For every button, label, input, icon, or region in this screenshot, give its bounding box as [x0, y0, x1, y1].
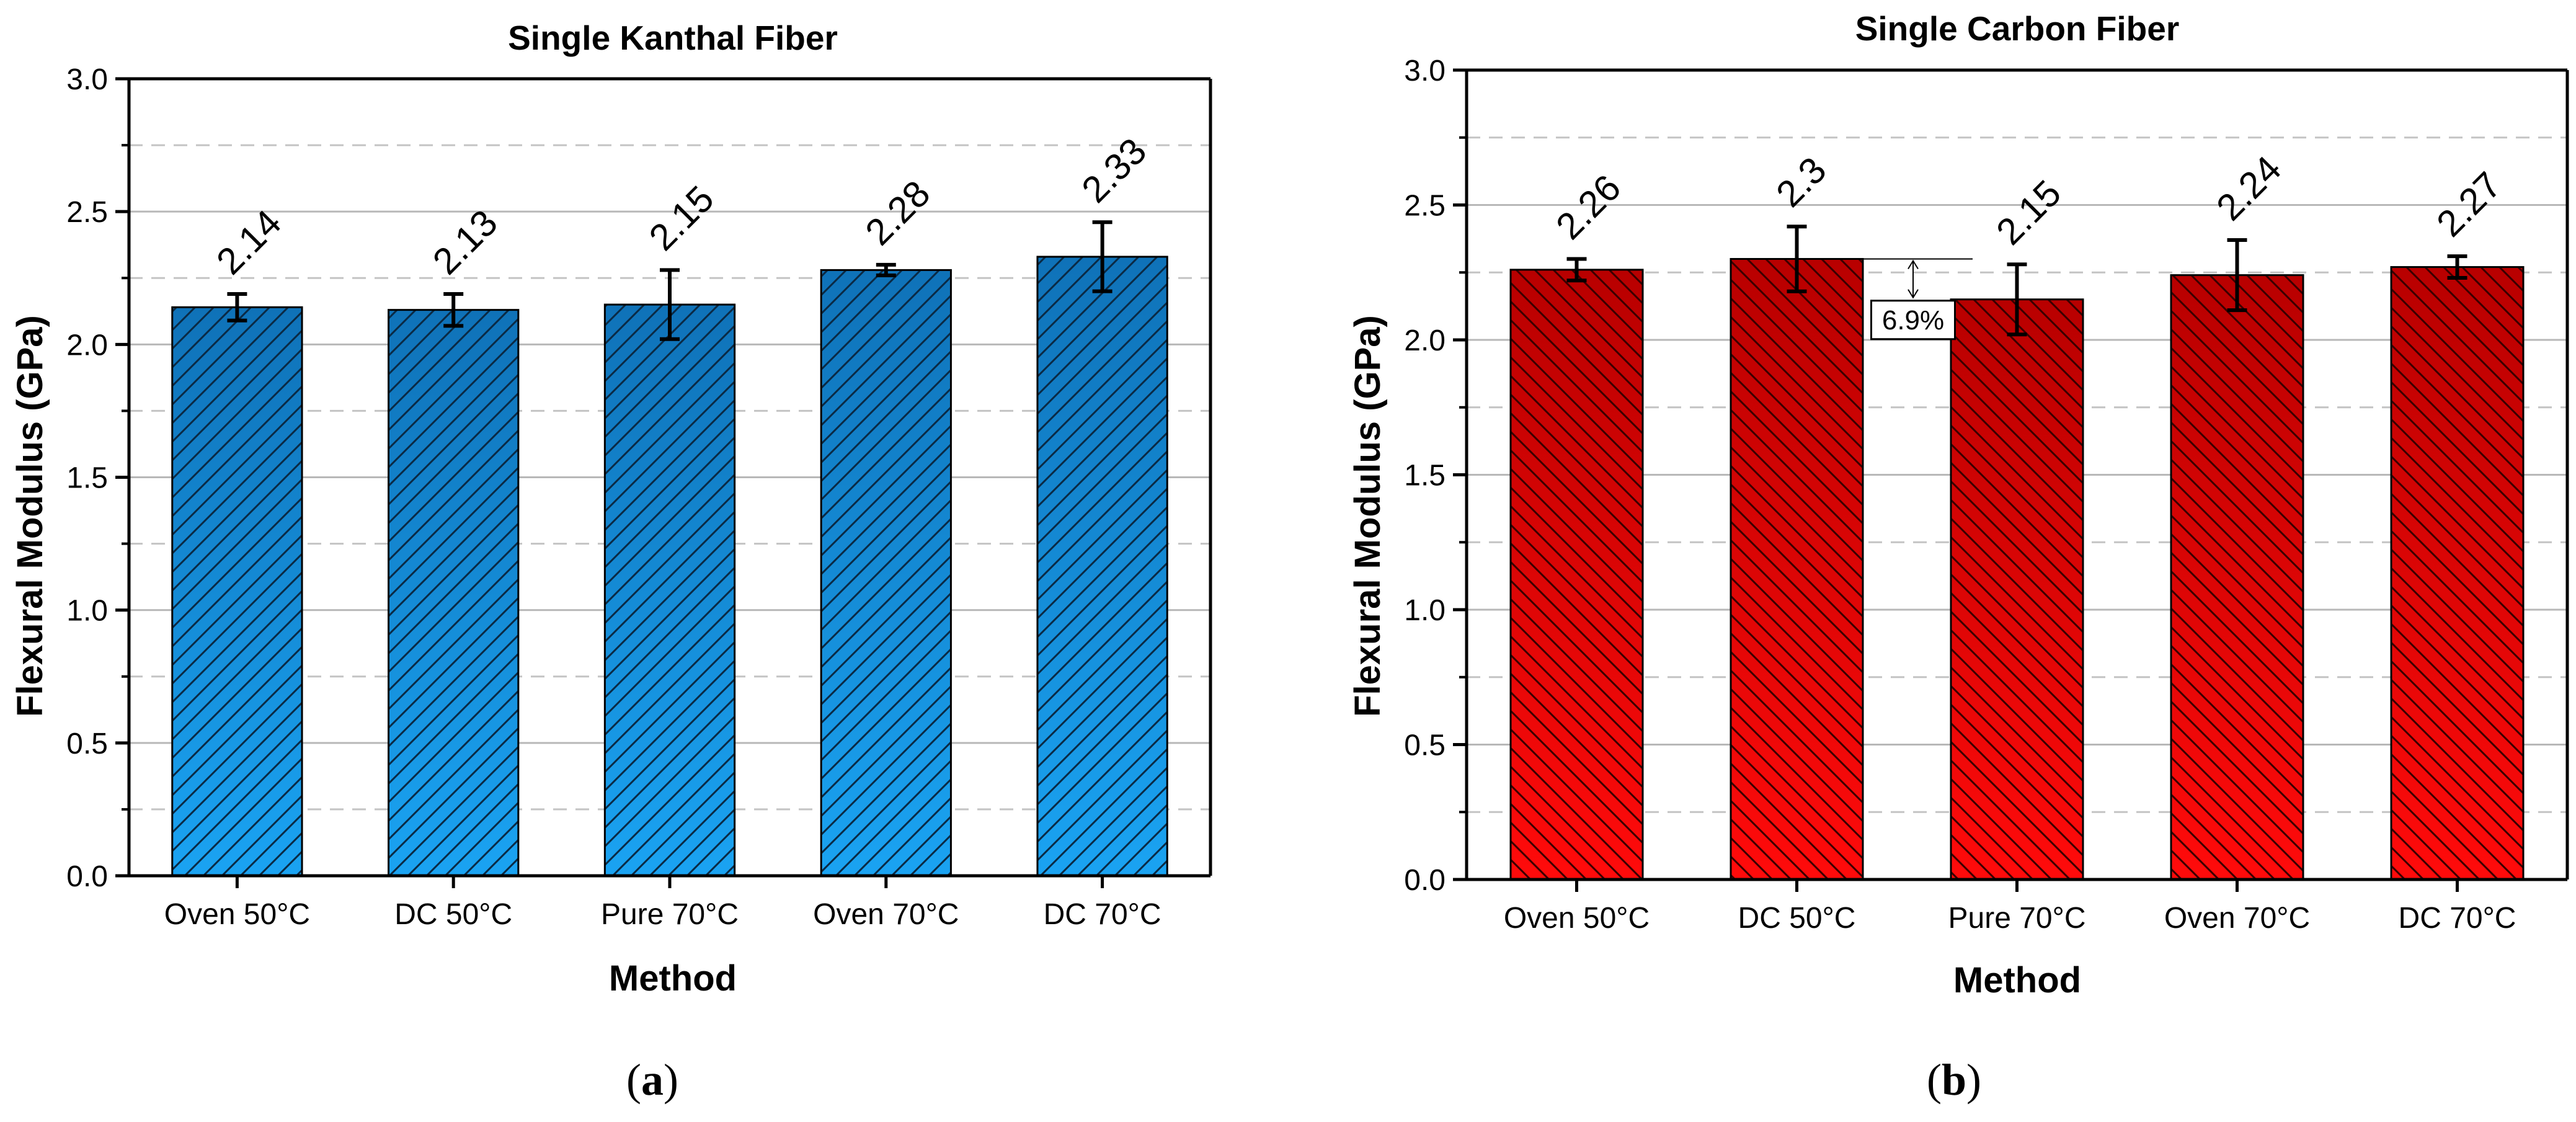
chart-panel-a: Single Kanthal Fiber 2.14 2.13 2.15 2.28 2.3…	[10, 19, 1212, 1105]
bar-hatch	[820, 269, 952, 877]
data-label: 2.15	[641, 178, 722, 259]
bar-hatch	[1036, 256, 1168, 877]
panel-label-a-letter: a	[641, 1055, 664, 1105]
bar-hatch	[603, 303, 736, 877]
y-tick-label: 0.0	[66, 860, 108, 893]
x-tick-label: DC 70°C	[1044, 898, 1161, 931]
chart-b-title: Single Carbon Fiber	[1855, 9, 2180, 48]
panel-label-b-letter: b	[1942, 1055, 1966, 1105]
x-tick-label: DC 50°C	[1738, 902, 1856, 935]
chart-a-y-axis-label: Flexural Modulus (GPa)	[10, 315, 50, 717]
bar-hatch	[2390, 266, 2525, 881]
x-tick-label: Oven 70°C	[813, 898, 959, 931]
x-tick-label: Oven 70°C	[2164, 902, 2310, 935]
chart-b-y-axis-label: Flexural Modulus (GPa)	[1348, 315, 1388, 717]
data-label: 2.15	[1988, 172, 2069, 252]
bar-hatch	[171, 306, 303, 877]
data-label: 2.26	[1548, 167, 1628, 247]
bar-hatch	[1730, 258, 1864, 881]
chart-a-bars: 2.14 2.13 2.15 2.28 2.33	[171, 130, 1168, 877]
y-tick-label: 1.0	[66, 595, 108, 628]
x-tick-label: Pure 70°C	[601, 898, 739, 931]
annotation-text: 6.9%	[1882, 305, 1944, 336]
bar-hatch	[388, 309, 520, 877]
data-label: 2.24	[2208, 148, 2289, 228]
panel-label-b: (b)	[1927, 1055, 1981, 1105]
annotation-arrowhead-down	[1908, 289, 1919, 299]
chart-b-annotation: 6.9%	[1863, 258, 1973, 341]
panel-label-a: (a)	[626, 1055, 678, 1105]
y-tick-label: 1.0	[1404, 594, 1446, 627]
chart-a-axes: 0.0 0.5 1.0 1.5 2.0 2.5 3.0 Oven 50°C DC 50°C Pur…	[66, 63, 1212, 931]
y-tick-label: 2.5	[1404, 190, 1446, 223]
y-tick-label: 3.0	[1404, 55, 1446, 87]
chart-b-grid	[1467, 136, 2567, 813]
chart-b-axes: 0.0 0.5 1.0 1.5 2.0 2.5 3.0 Oven 50°C DC 50°C Pur…	[1404, 55, 2569, 935]
annotation-box	[1870, 300, 1956, 341]
bar-hatch	[1950, 298, 2084, 881]
chart-a-x-axis-label: Method	[609, 958, 737, 999]
data-label: 2.14	[208, 202, 289, 282]
y-tick-label: 0.5	[1404, 729, 1446, 762]
y-tick-label: 1.5	[1404, 460, 1446, 492]
y-tick-label: 0.0	[1404, 864, 1446, 897]
y-tick-label: 2.0	[1404, 324, 1446, 357]
y-tick-label: 2.0	[66, 329, 108, 362]
x-tick-label: DC 70°C	[2399, 902, 2516, 935]
chart-b-x-axis-label: Method	[1953, 960, 2081, 1000]
y-tick-label: 2.5	[66, 196, 108, 229]
x-tick-label: Oven 50°C	[1504, 902, 1650, 935]
chart-b-bars: 2.26 2.3 2.15 2.24 2.27	[1509, 148, 2525, 881]
y-tick-label: 0.5	[66, 728, 108, 760]
chart-a-title: Single Kanthal Fiber	[508, 19, 838, 57]
data-label: 2.13	[425, 202, 505, 282]
data-label: 2.28	[858, 172, 938, 253]
x-tick-label: DC 50°C	[394, 898, 512, 931]
bar-hatch	[2170, 274, 2304, 881]
data-label: 2.27	[2428, 164, 2509, 244]
data-label: 2.33	[1073, 130, 1154, 211]
chart-panel-b: Single Carbon Fiber 2.26 2.3 2.15 2.24 2.27 …	[1348, 9, 2569, 1105]
y-tick-label: 1.5	[66, 462, 108, 495]
x-tick-label: Pure 70°C	[1948, 902, 2086, 935]
bar-hatch	[1509, 269, 1644, 881]
x-tick-label: Oven 50°C	[164, 898, 310, 931]
y-tick-label: 3.0	[66, 63, 108, 96]
annotation-arrowhead-up	[1908, 259, 1919, 270]
